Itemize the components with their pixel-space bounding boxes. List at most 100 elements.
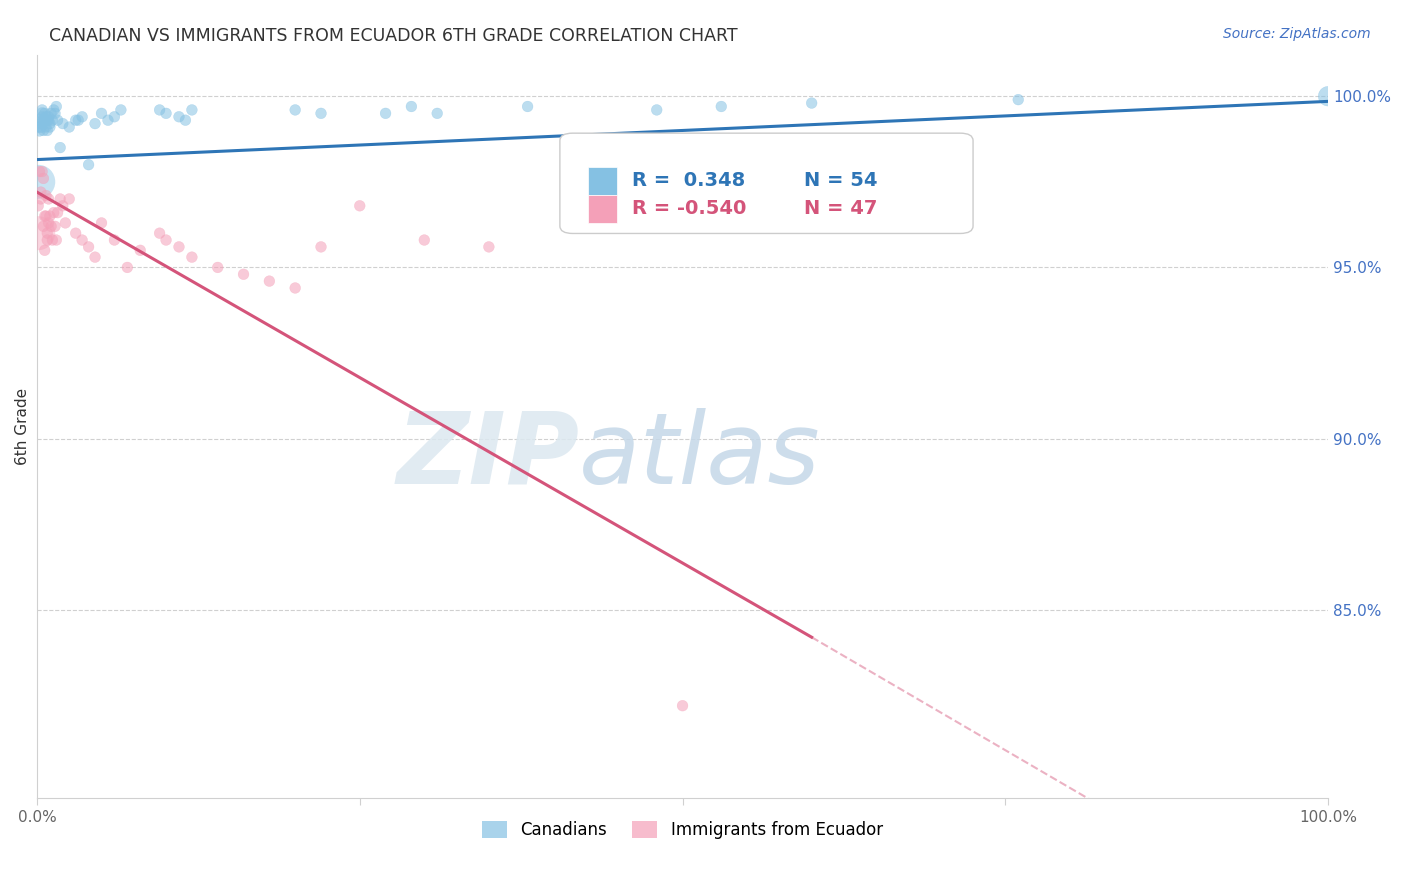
Point bbox=[70, 233, 93, 247]
Point bbox=[103, 233, 125, 247]
Point bbox=[671, 698, 693, 713]
Point bbox=[30, 117, 52, 131]
Point bbox=[37, 233, 59, 247]
Point bbox=[38, 209, 60, 223]
Point bbox=[284, 103, 307, 117]
Point bbox=[45, 233, 67, 247]
FancyBboxPatch shape bbox=[560, 133, 973, 234]
Point bbox=[44, 219, 66, 234]
Point bbox=[34, 113, 56, 128]
Point bbox=[103, 110, 125, 124]
Point bbox=[70, 110, 93, 124]
Point bbox=[28, 164, 51, 178]
Point bbox=[46, 113, 69, 128]
Point bbox=[149, 226, 172, 240]
Point bbox=[38, 113, 60, 128]
Point bbox=[155, 106, 177, 120]
Point bbox=[232, 267, 254, 281]
Point bbox=[52, 199, 75, 213]
Point bbox=[32, 219, 55, 234]
Point bbox=[45, 99, 67, 113]
Point bbox=[27, 199, 49, 213]
Point bbox=[149, 103, 172, 117]
Point bbox=[710, 99, 733, 113]
Point bbox=[37, 226, 59, 240]
Point bbox=[800, 96, 823, 111]
Point bbox=[90, 106, 112, 120]
Point bbox=[41, 233, 63, 247]
Point bbox=[39, 219, 62, 234]
Point bbox=[426, 106, 449, 120]
FancyBboxPatch shape bbox=[588, 167, 617, 194]
Point bbox=[180, 250, 202, 264]
Point bbox=[84, 117, 107, 131]
Point bbox=[46, 205, 69, 219]
Point bbox=[49, 192, 72, 206]
Point bbox=[38, 216, 60, 230]
Text: ZIP: ZIP bbox=[396, 408, 579, 505]
Text: atlas: atlas bbox=[579, 408, 821, 505]
Text: N = 54: N = 54 bbox=[804, 171, 877, 190]
Point bbox=[49, 140, 72, 154]
Point bbox=[167, 240, 190, 254]
Point bbox=[32, 123, 55, 137]
Point bbox=[35, 120, 58, 134]
Point bbox=[90, 216, 112, 230]
Point bbox=[1007, 93, 1029, 107]
Point bbox=[38, 192, 60, 206]
Point bbox=[374, 106, 396, 120]
Point bbox=[174, 113, 197, 128]
Text: Source: ZipAtlas.com: Source: ZipAtlas.com bbox=[1223, 27, 1371, 41]
Point bbox=[110, 103, 132, 117]
Point bbox=[34, 106, 56, 120]
Point bbox=[309, 240, 332, 254]
Text: N = 47: N = 47 bbox=[804, 200, 877, 219]
Legend: Canadians, Immigrants from Ecuador: Canadians, Immigrants from Ecuador bbox=[475, 814, 890, 846]
Point bbox=[30, 192, 52, 206]
Y-axis label: 6th Grade: 6th Grade bbox=[15, 388, 30, 466]
Point bbox=[84, 250, 107, 264]
Point bbox=[53, 216, 76, 230]
Text: R =  0.348: R = 0.348 bbox=[633, 171, 745, 190]
Point bbox=[77, 158, 100, 172]
Point bbox=[38, 110, 60, 124]
Text: R = -0.540: R = -0.540 bbox=[633, 200, 747, 219]
Point bbox=[27, 120, 49, 134]
Point bbox=[32, 113, 55, 128]
Point bbox=[28, 123, 51, 137]
Point bbox=[180, 103, 202, 117]
Point bbox=[31, 103, 53, 117]
Point bbox=[52, 117, 75, 131]
Point bbox=[35, 110, 58, 124]
Point bbox=[478, 240, 501, 254]
Point bbox=[65, 113, 87, 128]
Point bbox=[34, 209, 56, 223]
Point bbox=[259, 274, 281, 288]
Point bbox=[1317, 89, 1340, 103]
Point bbox=[58, 120, 80, 134]
Point bbox=[645, 103, 668, 117]
Point bbox=[284, 281, 307, 295]
Point bbox=[349, 199, 371, 213]
Point bbox=[30, 120, 52, 134]
Point bbox=[34, 244, 56, 258]
Point bbox=[35, 188, 58, 202]
Point bbox=[32, 171, 55, 186]
Point bbox=[37, 113, 59, 128]
Point bbox=[129, 244, 152, 258]
Point bbox=[117, 260, 139, 275]
Point bbox=[28, 113, 51, 128]
Point bbox=[27, 175, 49, 189]
Point bbox=[167, 110, 190, 124]
Point bbox=[42, 205, 65, 219]
FancyBboxPatch shape bbox=[588, 194, 617, 223]
Text: CANADIAN VS IMMIGRANTS FROM ECUADOR 6TH GRADE CORRELATION CHART: CANADIAN VS IMMIGRANTS FROM ECUADOR 6TH … bbox=[49, 27, 738, 45]
Point bbox=[309, 106, 332, 120]
Point bbox=[65, 226, 87, 240]
Point bbox=[37, 123, 59, 137]
Point bbox=[413, 233, 436, 247]
Point bbox=[31, 110, 53, 124]
Point bbox=[77, 240, 100, 254]
Point bbox=[401, 99, 423, 113]
Point bbox=[39, 106, 62, 120]
